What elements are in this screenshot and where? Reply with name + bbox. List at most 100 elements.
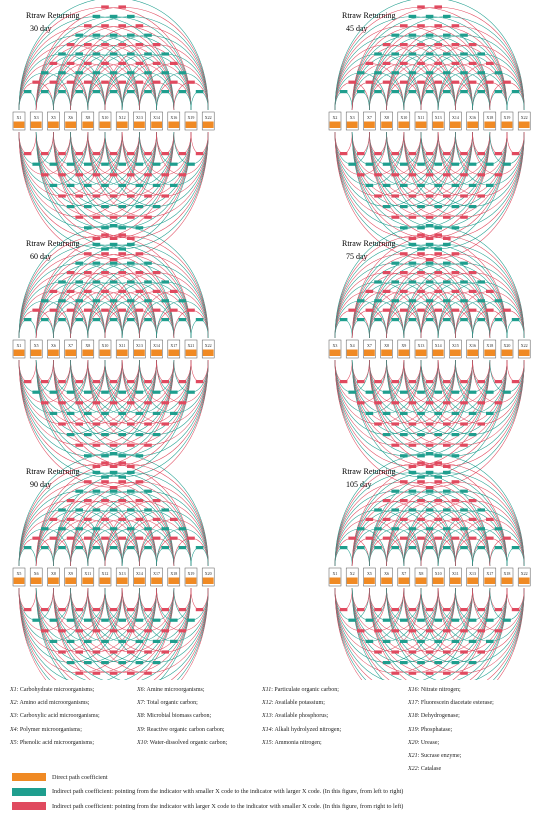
arc-bottom (18, 587, 157, 680)
coefficient-label (49, 517, 58, 521)
coefficient-label (425, 152, 434, 156)
coefficient-label (365, 639, 374, 643)
coefficient-label (374, 152, 382, 156)
indicator-node: X18 (500, 567, 514, 587)
coefficient-label (425, 470, 434, 474)
arc-bottom (403, 587, 491, 652)
coefficient-label (417, 233, 425, 237)
node-label: X14 (153, 343, 160, 348)
coefficient-label (101, 536, 109, 540)
coefficient-label (468, 80, 477, 84)
coefficient-label (58, 380, 66, 384)
coefficient-label (92, 33, 101, 37)
legend-item: X2: Amino acid microorganisms; (10, 700, 89, 706)
coefficient-label (400, 271, 408, 275)
arc-bottom (53, 131, 192, 228)
panel-day: 90 day (30, 480, 52, 489)
arc-bottom (35, 359, 175, 456)
coefficient-label (118, 536, 126, 540)
coefficient-label (468, 43, 477, 47)
coefficient-label (468, 499, 477, 503)
coefficient-label (451, 480, 460, 484)
direct-coefficient-bar (398, 121, 410, 128)
coefficient-label (425, 173, 434, 177)
coefficient-label (135, 639, 144, 643)
arc-bottom (369, 359, 508, 456)
indicator-node: X9 (397, 339, 411, 359)
node-label: X19 (188, 115, 195, 120)
coefficient-label (417, 43, 425, 47)
arc-bottom (334, 131, 491, 239)
coefficient-label (84, 61, 92, 65)
coefficient-label (101, 233, 109, 237)
node-label: X9 (401, 343, 406, 348)
arc-bottom (18, 359, 175, 467)
legend-item: X7: Total organic carbon; (137, 700, 198, 706)
coefficient-label (101, 454, 109, 458)
arc-top (369, 253, 508, 339)
direct-coefficient-bar (518, 577, 530, 584)
coefficient-label (425, 194, 434, 198)
coefficient-label (66, 618, 75, 622)
arc-bottom (87, 587, 175, 652)
coefficient-label (357, 299, 365, 303)
coefficient-label (161, 401, 169, 405)
coefficient-label (443, 401, 451, 405)
legend-item: X14: Alkali hydrolyzed nitrogen; (262, 727, 341, 733)
coefficient-label (468, 618, 477, 622)
coefficient-label (109, 464, 118, 468)
arc-top (18, 6, 192, 111)
coefficient-label (152, 205, 161, 209)
arc-top (351, 16, 508, 111)
coefficient-label (417, 5, 425, 9)
arc-bottom (70, 587, 209, 680)
coefficient-label (460, 546, 468, 550)
coefficient-label (486, 390, 494, 394)
arc-bottom (53, 131, 140, 196)
coefficient-label (460, 194, 468, 198)
coefficient-label (144, 194, 152, 198)
coefficient-label (109, 318, 118, 322)
coefficient-label (417, 308, 425, 312)
coefficient-label (408, 443, 417, 447)
direct-coefficient-bar (364, 349, 375, 356)
coefficient-label (58, 90, 66, 94)
coefficient-label (109, 527, 118, 531)
arc-bottom (369, 359, 456, 424)
coefficient-label (434, 517, 442, 521)
legend-description: : Water-dissolved organic carbon; (146, 739, 228, 746)
indicator-node: X21 (184, 339, 198, 359)
indicator-node: X22 (517, 111, 531, 131)
coefficient-label (101, 480, 109, 484)
indicator-node: X10 (397, 111, 411, 131)
coefficient-label (365, 162, 374, 166)
coefficient-label (357, 380, 365, 384)
coefficient-label (417, 205, 425, 209)
arc-top (53, 16, 209, 111)
coefficient-label (400, 205, 408, 209)
coefficient-label (339, 152, 348, 156)
coefficient-label (127, 318, 135, 322)
node-label: X22 (521, 115, 528, 120)
coefficient-label (118, 162, 126, 166)
direct-coefficient-bar (450, 349, 461, 356)
coefficient-label (92, 280, 101, 284)
coefficient-label (118, 80, 126, 84)
coefficient-label (425, 422, 434, 426)
coefficient-label (477, 173, 485, 177)
arc-top (369, 481, 508, 567)
coefficient-label (101, 162, 109, 166)
coefficient-label (348, 536, 356, 540)
coefficient-label (127, 489, 135, 493)
direct-coefficient-bar (329, 349, 341, 356)
coefficient-label (460, 318, 468, 322)
label-layer (339, 452, 520, 675)
coefficient-label (425, 71, 434, 75)
coefficient-label (92, 236, 101, 240)
coefficient-label (187, 390, 195, 394)
coefficient-label (357, 318, 365, 322)
coefficient-label (400, 252, 408, 256)
coefficient-label (408, 380, 417, 384)
coefficient-label (468, 205, 477, 209)
arc-bottom (351, 587, 491, 680)
